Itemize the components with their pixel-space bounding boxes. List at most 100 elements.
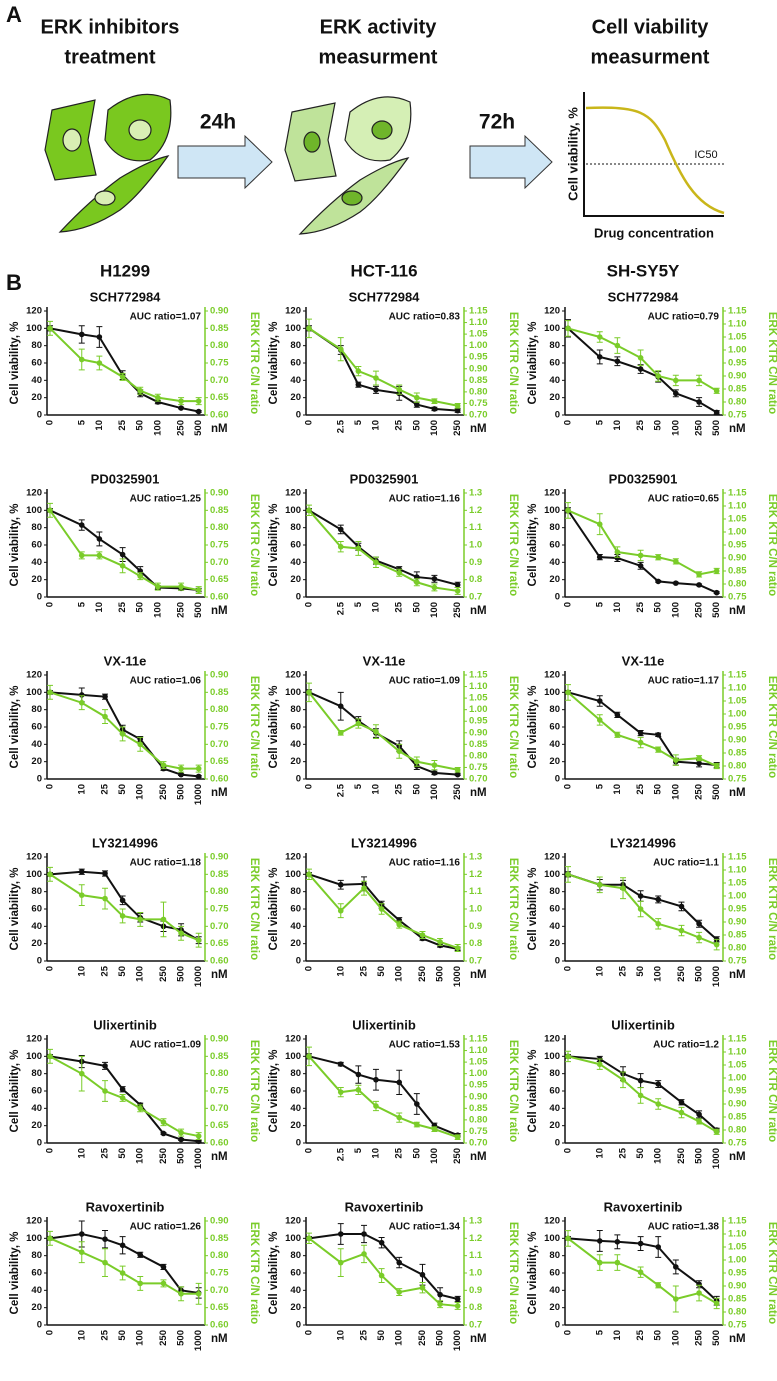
data-point bbox=[414, 1121, 420, 1128]
y-tick-label: 120 bbox=[544, 1034, 560, 1045]
y2-tick-label: 1.00 bbox=[728, 345, 747, 356]
data-point bbox=[678, 903, 685, 910]
x-tick-label: 250 bbox=[676, 1148, 687, 1164]
y-tick-label: 40 bbox=[31, 921, 42, 932]
ic50-label: IC50 bbox=[694, 149, 717, 161]
data-point bbox=[637, 1240, 644, 1247]
x-tick-label: 10 bbox=[335, 1330, 346, 1341]
data-point bbox=[454, 766, 461, 773]
data-point bbox=[373, 559, 379, 566]
data-point bbox=[673, 558, 679, 565]
data-point bbox=[306, 325, 312, 332]
x-tick-label: 1000 bbox=[193, 966, 204, 987]
step-title: Cell viability bbox=[592, 16, 710, 38]
x-tick-label: 5 bbox=[76, 601, 87, 607]
y-tick-label: 0 bbox=[296, 1320, 301, 1331]
y-tick-label: 120 bbox=[26, 852, 42, 863]
data-point bbox=[102, 1259, 108, 1266]
x-tick-label: 5 bbox=[594, 1329, 605, 1335]
schematic-x-label: Drug concentration bbox=[594, 225, 714, 240]
series-line bbox=[308, 327, 458, 407]
x-tick-label: 10 bbox=[94, 420, 105, 431]
y2-tick-label: 0.90 bbox=[469, 363, 488, 374]
data-point bbox=[454, 1134, 461, 1141]
y-tick-label: 40 bbox=[290, 1103, 301, 1114]
y2-tick-label: 0.90 bbox=[210, 852, 229, 863]
data-point bbox=[637, 906, 644, 912]
x-tick-label: 25 bbox=[100, 783, 111, 794]
y2-tick-label: 0.85 bbox=[469, 739, 488, 750]
x-tick-label: 10 bbox=[612, 420, 623, 431]
y2-tick-label: 1.15 bbox=[469, 670, 488, 681]
data-point bbox=[47, 689, 53, 696]
data-point bbox=[306, 507, 312, 514]
y-tick-label: 20 bbox=[549, 756, 560, 767]
y-tick-label: 60 bbox=[549, 1086, 560, 1097]
x-tick-label: 500 bbox=[176, 1148, 187, 1164]
x-tick-label: 10 bbox=[370, 420, 381, 431]
y-tick-label: 20 bbox=[290, 938, 301, 949]
y-tick-label: 100 bbox=[544, 869, 560, 880]
x-tick-label: 1000 bbox=[711, 1148, 722, 1169]
y2-tick-label: 1.05 bbox=[469, 329, 488, 340]
data-point bbox=[596, 354, 603, 360]
x-tick-label: 10 bbox=[76, 1148, 87, 1159]
data-point bbox=[454, 402, 461, 409]
x-unit: nM bbox=[729, 423, 746, 435]
annotation: AUC ratio=1.26 bbox=[130, 1222, 202, 1233]
x-tick-label: 50 bbox=[376, 966, 387, 977]
data-point bbox=[102, 1236, 108, 1242]
data-point bbox=[565, 325, 571, 332]
y-tick-label: 0 bbox=[37, 592, 42, 603]
x-tick-label: 1000 bbox=[711, 966, 722, 987]
y2-tick-label: 1.10 bbox=[728, 319, 747, 330]
x-tick-label: 250 bbox=[452, 1148, 463, 1164]
data-point bbox=[373, 375, 379, 381]
data-point bbox=[137, 1252, 144, 1258]
y-tick-label: 120 bbox=[544, 306, 560, 317]
data-point bbox=[378, 1272, 385, 1279]
x-unit: nM bbox=[729, 787, 746, 799]
y-tick-label: 40 bbox=[549, 921, 560, 932]
y-tick-label: 100 bbox=[285, 1233, 301, 1244]
data-point bbox=[396, 1289, 403, 1295]
data-point bbox=[337, 881, 344, 888]
y2-tick-label: 0.95 bbox=[728, 722, 747, 733]
y-tick-label: 60 bbox=[31, 904, 42, 915]
data-point bbox=[713, 763, 720, 769]
y-tick-label: 40 bbox=[290, 375, 301, 386]
data-point bbox=[396, 748, 403, 755]
series-line bbox=[308, 1233, 458, 1300]
data-point bbox=[454, 588, 461, 594]
data-point bbox=[637, 552, 644, 559]
x-tick-label: 100 bbox=[394, 966, 405, 982]
arrow bbox=[469, 134, 553, 190]
y2-tick-label: 0.80 bbox=[210, 886, 229, 897]
data-point bbox=[96, 552, 103, 559]
y-tick-label: 60 bbox=[549, 540, 560, 551]
x-tick-label: 100 bbox=[152, 602, 163, 618]
series-line bbox=[567, 327, 718, 392]
series-line bbox=[567, 1055, 718, 1133]
y2-tick-label: 0.90 bbox=[210, 670, 229, 681]
y-axis-label: Cell viability, % bbox=[268, 868, 280, 951]
data-point bbox=[361, 885, 367, 891]
y2-tick-label: 0.60 bbox=[210, 1138, 229, 1149]
data-point bbox=[78, 692, 85, 698]
data-point bbox=[637, 1269, 644, 1276]
y2-tick-label: 0.60 bbox=[210, 774, 229, 785]
x-unit: nM bbox=[729, 969, 746, 981]
x-tick-label: 25 bbox=[618, 1147, 629, 1158]
y2-tick-label: 1.2 bbox=[469, 505, 482, 516]
annotation: AUC ratio=1.07 bbox=[130, 312, 202, 323]
y2-tick-label: 1.05 bbox=[728, 878, 747, 889]
y2-tick-label: 0.85 bbox=[469, 1103, 488, 1114]
y2-tick-label: 1.00 bbox=[728, 1073, 747, 1084]
data-point bbox=[655, 1244, 662, 1250]
y2-tick-label: 1.00 bbox=[469, 1068, 488, 1079]
y-tick-label: 120 bbox=[285, 1034, 301, 1045]
x-tick-label: 500 bbox=[176, 784, 187, 800]
y2-tick-label: 0.7 bbox=[469, 1320, 482, 1331]
x-tick-label: 500 bbox=[176, 966, 187, 982]
data-point bbox=[155, 394, 161, 401]
